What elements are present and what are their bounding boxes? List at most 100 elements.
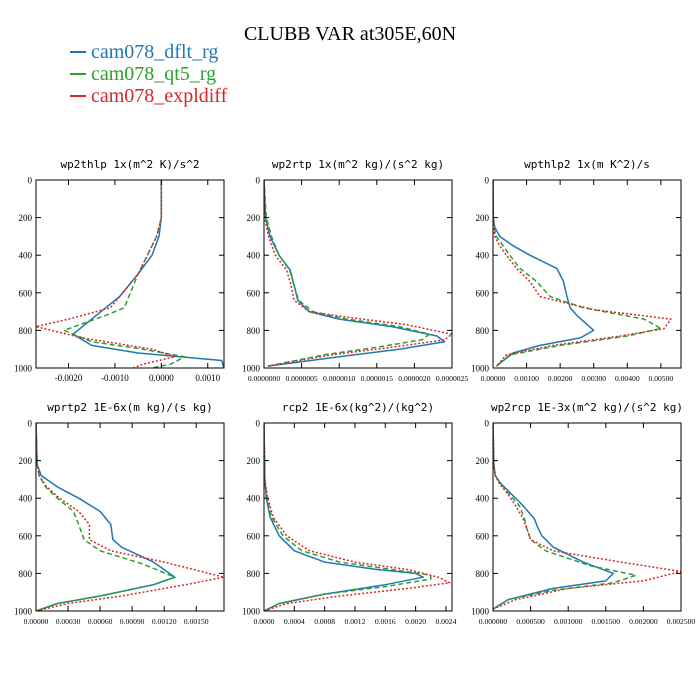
x-tick-label-1-0: 0.0000000 [248,374,280,383]
chart-panel-3: wprtp2 1E-6x(m kg)/(s kg) 0 200 400 600 800 10… [14,401,225,626]
x-tick-label-2-2: 0.00200 [548,374,573,383]
y-tick-label-1-5: 1000 [242,364,261,374]
y-tick-label-3-0: 0 [28,419,33,429]
y-tick-label-4-2: 400 [247,494,261,504]
series-line-5-2 [493,423,681,610]
y-tick-label-5-5: 1000 [471,607,490,617]
y-tick-label-3-3: 600 [19,531,33,541]
legend-label-0: cam078_dflt_rg [91,41,218,63]
series-line-4-0 [264,423,424,611]
y-tick-label-2-4: 800 [476,326,490,336]
y-tick-label-4-0: 0 [256,419,261,429]
x-tick-label-4-6: 0.0024 [435,617,456,626]
series-line-4-2 [264,423,451,611]
series-line-2-0 [493,180,595,367]
series-line-2-1 [493,180,662,367]
chart-panel-4: rcp2 1E-6x(kg^2)/(kg^2) 0 200 400 600 800 1000… [242,401,457,626]
x-tick-label-1-4: 0.0000020 [398,374,430,383]
chart-panel-5: wp2rcp 1E-3x(m^2 kg)/(s^2 kg)0 200 400 600 8… [471,401,695,626]
x-tick-label-4-2: 0.0008 [314,617,335,626]
x-tick-label-0-1: -0.0010 [101,373,129,383]
y-tick-label-4-5: 1000 [242,607,261,617]
x-tick-label-3-4: 0.00120 [152,617,177,626]
y-tick-label-1-4: 800 [247,326,261,336]
x-tick-label-5-0: 0.000000 [479,617,508,626]
x-tick-label-0-0: -0.0020 [55,373,83,383]
figure-title: CLUBB VAR at305E,60N [244,23,456,45]
y-tick-label-5-1: 200 [476,456,490,466]
series-group-3 [36,423,224,611]
series-group-4 [264,423,451,611]
y-tick-label-3-4: 800 [19,569,33,579]
series-line-1-2 [264,180,452,367]
panel-title-3: wprtp2 1E-6x(m kg)/(s kg) [47,401,213,414]
y-tick-label-1-3: 600 [247,288,261,298]
y-tick-label-2-2: 400 [476,251,490,261]
series-line-2-2 [493,180,672,367]
plot-frame-4 [263,422,453,612]
panel-title-2: wpthlp2 1x(m K^2)/s [524,158,650,171]
x-tick-label-3-3: 0.00090 [120,617,145,626]
series-line-1-1 [264,180,431,367]
x-tick-label-4-0: 0.0000 [254,617,275,626]
y-tick-label-3-2: 400 [19,494,33,504]
y-tick-label-1-1: 200 [247,213,261,223]
x-tick-label-4-3: 0.0012 [345,617,366,626]
series-group-0 [36,180,224,368]
series-group-2 [493,180,672,367]
series-line-5-0 [493,423,615,610]
x-tick-label-2-0: 0.00000 [481,374,506,383]
x-tick-label-2-3: 0.00300 [581,374,606,383]
y-tick-label-5-4: 800 [476,569,490,579]
y-tick-label-2-0: 0 [485,176,490,186]
series-line-4-1 [264,423,432,611]
y-tick-label-5-3: 600 [476,531,490,541]
plot-frame-2 [492,179,682,369]
y-tick-label-3-5: 1000 [14,607,33,617]
series-line-3-2 [36,423,224,611]
y-tick-label-2-1: 200 [476,213,490,223]
x-tick-label-2-1: 0.00100 [514,374,539,383]
x-tick-label-3-5: 0.00150 [184,617,209,626]
y-tick-label-4-3: 600 [247,531,261,541]
x-tick-label-4-4: 0.0016 [375,617,396,626]
chart-panel-0: wp2thlp 1x(m^2 K)/s^2 0 200 400 600 800 1000 -0… [14,158,225,383]
series-group-5 [493,423,681,610]
chart-panel-1: wp2rtp 1x(m^2 kg)/(s^2 kg) 0 200 400 600 800 1… [242,158,468,383]
x-tick-label-5-2: 0.001000 [554,617,583,626]
panel-title-5: wp2rcp 1E-3x(m^2 kg)/(s^2 kg) [491,401,683,414]
y-tick-label-4-1: 200 [247,456,261,466]
plot-frame-3 [35,422,225,612]
y-tick-label-0-5: 1000 [14,364,33,374]
y-tick-label-3-1: 200 [19,456,33,466]
x-tick-label-5-1: 0.000500 [516,617,545,626]
y-tick-label-5-0: 0 [485,419,490,429]
x-tick-label-1-5: 0.0000025 [436,374,468,383]
plot-frame-0 [35,179,225,369]
y-tick-label-4-4: 800 [247,569,261,579]
y-tick-label-2-3: 600 [476,288,490,298]
x-tick-label-3-2: 0.00060 [88,617,113,626]
y-tick-label-5-2: 400 [476,494,490,504]
series-line-3-0 [36,423,176,611]
legend-label-1: cam078_qt5_rg [91,63,216,85]
panels: wp2thlp 1x(m^2 K)/s^2 0 200 400 600 800 1000 -0… [14,158,695,626]
series-line-5-1 [493,423,637,610]
x-tick-label-3-1: 0.00030 [56,617,81,626]
legend-label-2: cam078_expldiff [91,85,228,107]
x-tick-label-2-5: 0.00500 [649,374,674,383]
x-tick-label-1-1: 0.0000005 [285,374,317,383]
x-tick-label-4-5: 0.0020 [405,617,426,626]
x-tick-label-5-3: 0.001500 [592,617,621,626]
x-tick-label-3-0: 0.00000 [24,617,49,626]
plot-frame-1 [263,179,453,369]
plot-frame-5 [492,422,682,612]
y-tick-label-0-3: 600 [19,288,33,298]
y-tick-label-0-2: 400 [19,251,33,261]
x-tick-label-5-4: 0.002000 [629,617,658,626]
chart-panel-2: wpthlp2 1x(m K^2)/s020040060080010000.00… [471,158,682,383]
x-tick-label-2-4: 0.00400 [615,374,640,383]
series-line-0-0 [72,180,224,368]
x-tick-label-5-5: 0.002500 [667,617,696,626]
